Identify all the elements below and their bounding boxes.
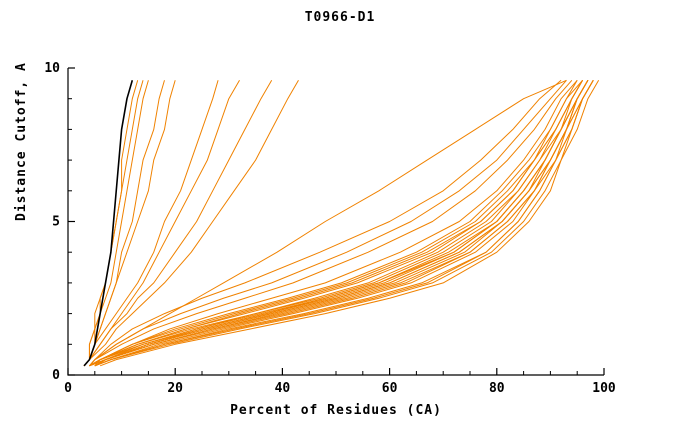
y-tick-label: 10 bbox=[44, 61, 60, 76]
model-curve bbox=[89, 80, 583, 367]
model-curve bbox=[89, 80, 583, 367]
x-tick-label: 80 bbox=[489, 381, 505, 396]
model-curve bbox=[94, 80, 594, 367]
model-curve bbox=[94, 80, 594, 367]
x-tick-label: 20 bbox=[167, 381, 183, 396]
model-curve bbox=[83, 80, 139, 367]
model-curve bbox=[94, 80, 589, 367]
model-curve bbox=[89, 80, 578, 367]
reference-curve bbox=[83, 80, 134, 367]
x-tick-label: 100 bbox=[592, 381, 616, 396]
model-curve bbox=[83, 80, 299, 367]
model-curve bbox=[89, 80, 583, 367]
model-curve bbox=[94, 80, 594, 367]
x-tick-label: 40 bbox=[275, 381, 291, 396]
model-curve bbox=[94, 80, 589, 367]
model-curve bbox=[89, 79, 578, 367]
model-curve bbox=[89, 79, 562, 367]
model-curve bbox=[94, 79, 583, 367]
chart-title: T0966-D1 bbox=[304, 10, 376, 25]
x-tick-label: 60 bbox=[382, 381, 398, 396]
y-tick-label: 5 bbox=[52, 215, 60, 230]
x-axis-label: Percent of Residues (CA) bbox=[230, 403, 442, 418]
model-curve bbox=[83, 80, 219, 367]
x-tick-label: 0 bbox=[64, 381, 72, 396]
model-curve bbox=[89, 80, 583, 367]
model-curve bbox=[89, 79, 567, 367]
model-curve bbox=[83, 80, 165, 367]
y-tick-label: 0 bbox=[52, 368, 60, 383]
model-curve bbox=[89, 79, 573, 367]
model-curve bbox=[94, 80, 589, 367]
model-curve bbox=[99, 80, 600, 367]
model-curve bbox=[83, 80, 240, 367]
